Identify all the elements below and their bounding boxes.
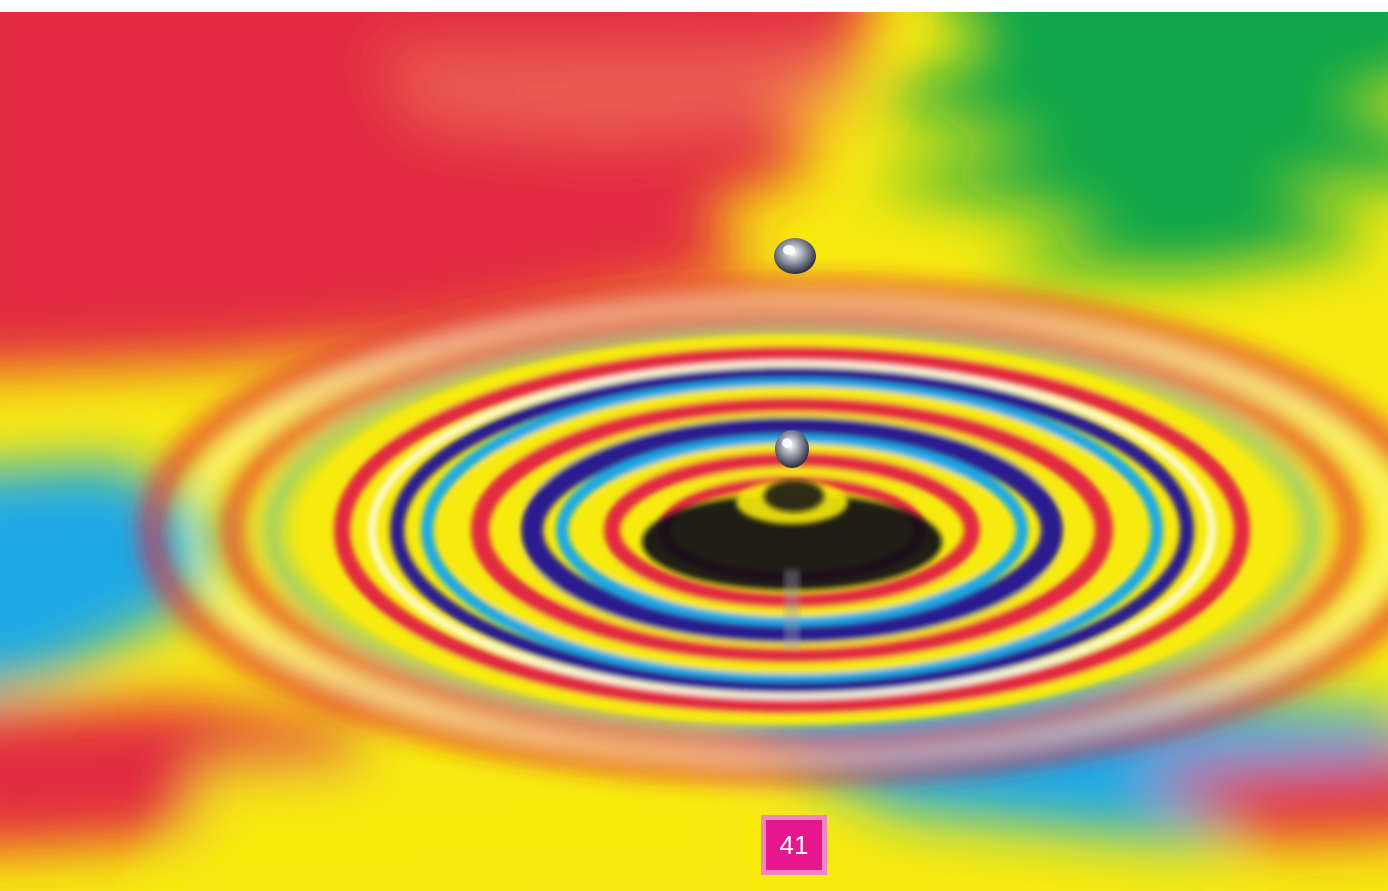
- ripple-illustration: [0, 12, 1388, 891]
- ripple-center-shadow: [642, 494, 942, 590]
- page-number: 41: [766, 820, 822, 870]
- red-field-bottom-right: [1140, 756, 1388, 842]
- falling-drop: [774, 238, 816, 274]
- green-field-top-right: [860, 12, 1388, 272]
- page-number-badge: 41: [761, 815, 827, 875]
- rebound-drop: [775, 430, 809, 468]
- salmon-highlight: [380, 42, 860, 142]
- yellow-field-bottom: [183, 752, 760, 891]
- ripple-rings: [137, 275, 1388, 785]
- water-ripple-photo: [0, 12, 1388, 891]
